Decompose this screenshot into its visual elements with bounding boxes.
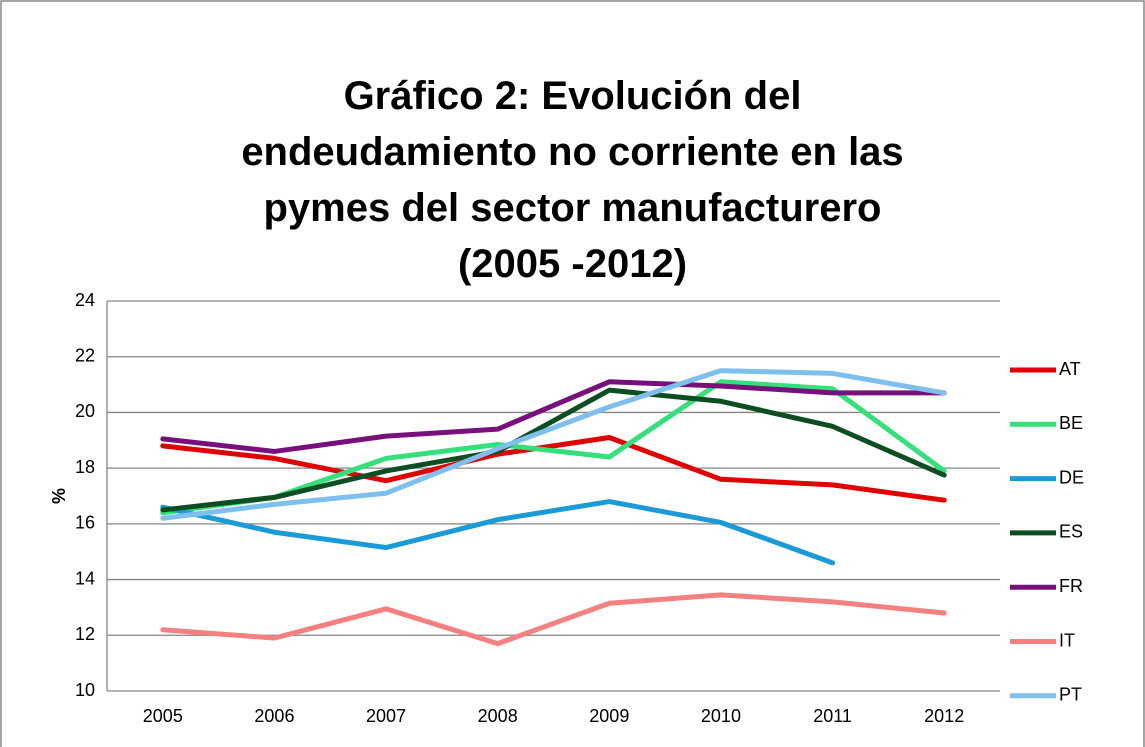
legend-label: AT [1059, 359, 1081, 379]
legend-label: PT [1059, 685, 1082, 705]
series-line [160, 499, 836, 566]
y-tick-label: 22 [75, 345, 95, 365]
x-tick-label: 2005 [143, 706, 183, 726]
chart-title: Gráfico 2: Evolución del endeudamiento n… [241, 74, 904, 286]
series-line [160, 592, 947, 647]
x-tick-label: 2010 [701, 706, 741, 726]
series-line [160, 368, 947, 521]
y-tick-label: 10 [75, 680, 95, 700]
y-tick-label: 16 [75, 513, 95, 533]
series-line [160, 387, 947, 513]
x-tick-label: 2009 [589, 706, 629, 726]
legend-label: DE [1059, 467, 1084, 487]
x-tick-label: 2011 [813, 706, 852, 726]
y-tick-label: 14 [75, 568, 95, 588]
x-tick-label: 2006 [254, 706, 294, 726]
y-tick-label: 12 [75, 624, 95, 644]
x-tick-label: 2007 [366, 706, 406, 726]
legend-label: IT [1059, 630, 1075, 650]
series-line [160, 379, 947, 454]
legend-label: BE [1059, 413, 1083, 433]
y-tick-label: 18 [75, 457, 95, 477]
x-tick-label: 2012 [924, 706, 964, 726]
y-tick-label: 24 [75, 290, 95, 310]
y-axis-label: % [49, 488, 69, 504]
legend-label: ES [1059, 522, 1083, 542]
y-tick-label: 20 [75, 401, 95, 421]
legend-label: FR [1059, 576, 1083, 596]
x-tick-label: 2008 [478, 706, 518, 726]
series-line [160, 435, 947, 503]
